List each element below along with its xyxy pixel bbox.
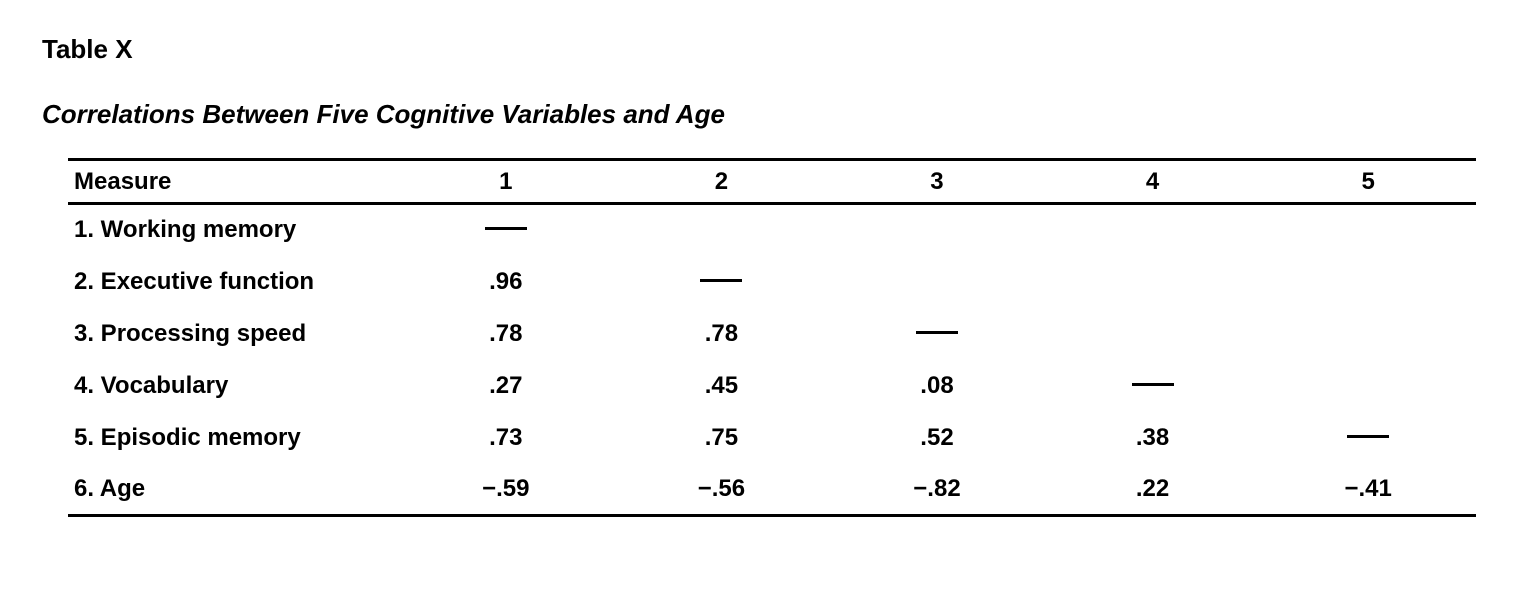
col-head-1: 1	[398, 160, 614, 204]
cell-value	[1260, 412, 1476, 464]
table-row: 4. Vocabulary.27.45.08	[68, 360, 1476, 412]
measure-label: 2. Executive function	[68, 256, 398, 308]
cell-value: .78	[398, 308, 614, 360]
table-row: 1. Working memory	[68, 204, 1476, 256]
cell-value: −.59	[398, 464, 614, 516]
cell-value: .73	[398, 412, 614, 464]
measure-label: 3. Processing speed	[68, 308, 398, 360]
cell-value	[1260, 256, 1476, 308]
cell-value: .27	[398, 360, 614, 412]
cell-value: .38	[1045, 412, 1261, 464]
measure-label: 1. Working memory	[68, 204, 398, 256]
cell-value	[1045, 308, 1261, 360]
table-title: Correlations Between Five Cognitive Vari…	[42, 99, 1496, 130]
cell-value: .08	[829, 360, 1045, 412]
measure-label: 4. Vocabulary	[68, 360, 398, 412]
cell-value: .45	[614, 360, 830, 412]
table-row: 5. Episodic memory.73.75.52.38	[68, 412, 1476, 464]
diagonal-dash-icon	[916, 331, 958, 334]
cell-value	[1260, 308, 1476, 360]
cell-value: .75	[614, 412, 830, 464]
cell-value: .78	[614, 308, 830, 360]
measure-label: 5. Episodic memory	[68, 412, 398, 464]
diagonal-dash-icon	[700, 279, 742, 282]
cell-value	[398, 204, 614, 256]
cell-value	[1045, 256, 1261, 308]
diagonal-dash-icon	[1132, 383, 1174, 386]
col-head-3: 3	[829, 160, 1045, 204]
cell-value	[1045, 204, 1261, 256]
diagonal-dash-icon	[485, 227, 527, 230]
cell-value: −.41	[1260, 464, 1476, 516]
measure-label: 6. Age	[68, 464, 398, 516]
page-root: Table X Correlations Between Five Cognit…	[0, 0, 1536, 517]
table-row: 3. Processing speed.78.78	[68, 308, 1476, 360]
diagonal-dash-icon	[1347, 435, 1389, 438]
table-row: 6. Age−.59−.56−.82.22−.41	[68, 464, 1476, 516]
correlation-table: Measure 1 2 3 4 5 1. Working memory2. Ex…	[68, 158, 1476, 517]
col-head-5: 5	[1260, 160, 1476, 204]
col-head-4: 4	[1045, 160, 1261, 204]
col-head-2: 2	[614, 160, 830, 204]
table-number: Table X	[42, 34, 1496, 65]
cell-value	[1045, 360, 1261, 412]
table-header-row: Measure 1 2 3 4 5	[68, 160, 1476, 204]
table-body: 1. Working memory2. Executive function.9…	[68, 204, 1476, 516]
cell-value	[829, 204, 1045, 256]
table-wrapper: Measure 1 2 3 4 5 1. Working memory2. Ex…	[68, 158, 1476, 517]
cell-value: −.56	[614, 464, 830, 516]
cell-value: .96	[398, 256, 614, 308]
cell-value: .52	[829, 412, 1045, 464]
table-row: 2. Executive function.96	[68, 256, 1476, 308]
cell-value: −.82	[829, 464, 1045, 516]
col-head-measure: Measure	[68, 160, 398, 204]
cell-value	[829, 256, 1045, 308]
cell-value	[614, 256, 830, 308]
cell-value	[1260, 360, 1476, 412]
cell-value	[614, 204, 830, 256]
cell-value	[1260, 204, 1476, 256]
cell-value	[829, 308, 1045, 360]
cell-value: .22	[1045, 464, 1261, 516]
